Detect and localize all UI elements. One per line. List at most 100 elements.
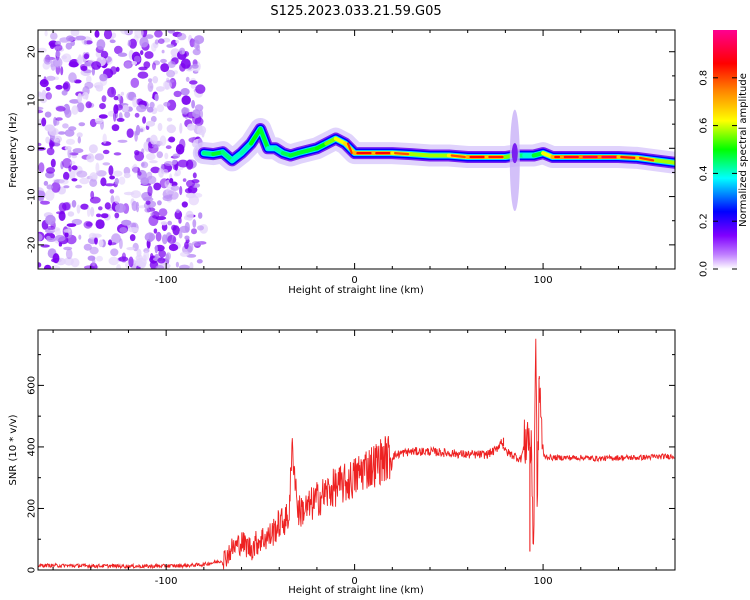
noise-blob bbox=[108, 165, 114, 176]
noise-blob bbox=[44, 111, 52, 118]
noise-blob bbox=[150, 166, 161, 174]
noise-blob bbox=[49, 139, 54, 150]
noise-blob bbox=[149, 101, 155, 109]
noise-blob bbox=[145, 200, 151, 205]
noise-blob bbox=[43, 56, 52, 65]
noise-blob bbox=[157, 200, 162, 206]
noise-blob bbox=[143, 61, 151, 69]
noise-blob bbox=[150, 115, 157, 123]
noise-blob bbox=[114, 212, 120, 219]
noise-blob bbox=[166, 69, 176, 78]
noise-blob bbox=[55, 84, 63, 90]
noise-blob bbox=[72, 148, 84, 154]
noise-blob bbox=[94, 30, 100, 38]
noise-blob bbox=[167, 30, 175, 34]
noise-blob bbox=[133, 55, 141, 63]
noise-blob bbox=[113, 170, 123, 177]
noise-blob bbox=[43, 180, 49, 186]
noise-blob bbox=[184, 188, 193, 194]
noise-blob bbox=[61, 90, 68, 96]
snr-frame bbox=[37, 329, 676, 571]
noise-blob bbox=[67, 211, 75, 217]
x-tick-label: 0 bbox=[351, 576, 357, 587]
noise-blob bbox=[186, 254, 197, 258]
noise-blob bbox=[45, 92, 52, 100]
noise-blob bbox=[177, 32, 187, 41]
noise-blob bbox=[154, 93, 159, 102]
noise-blob bbox=[147, 81, 154, 93]
noise-blob bbox=[123, 191, 135, 196]
noise-blob bbox=[192, 48, 201, 56]
noise-blob bbox=[38, 109, 44, 114]
noise-blob bbox=[88, 144, 98, 154]
noise-blob bbox=[71, 178, 78, 182]
noise-blob bbox=[64, 129, 75, 137]
noise-blob bbox=[76, 102, 85, 113]
noise-blob bbox=[62, 171, 70, 181]
noise-blob bbox=[146, 153, 156, 161]
noise-blob bbox=[130, 77, 140, 88]
noise-blob bbox=[118, 176, 126, 185]
noise-blob bbox=[86, 154, 95, 163]
noise-blob bbox=[117, 52, 128, 57]
noise-blob bbox=[75, 184, 83, 189]
noise-blob bbox=[107, 242, 117, 246]
noise-blob bbox=[192, 172, 197, 179]
noise-blob bbox=[77, 93, 83, 103]
noise-blob bbox=[65, 42, 73, 50]
noise-blob bbox=[139, 128, 144, 133]
noise-blob bbox=[100, 50, 109, 59]
noise-blob bbox=[113, 95, 119, 101]
noise-blob bbox=[161, 234, 168, 245]
noise-blob bbox=[167, 234, 177, 244]
noise-blob bbox=[156, 104, 165, 113]
noise-blob bbox=[38, 142, 42, 147]
noise-blob bbox=[149, 160, 158, 164]
noise-blob bbox=[169, 178, 174, 184]
noise-blob bbox=[121, 252, 126, 261]
noise-blob bbox=[119, 227, 128, 233]
noise-blob bbox=[103, 30, 113, 40]
noise-blob bbox=[196, 125, 207, 136]
noise-blob bbox=[145, 34, 154, 39]
noise-blob bbox=[68, 165, 72, 172]
noise-blob bbox=[196, 259, 203, 264]
noise-blob bbox=[65, 138, 76, 145]
ridge-core bbox=[620, 155, 636, 159]
noise-blob bbox=[98, 206, 103, 211]
noise-blob bbox=[96, 39, 106, 50]
noise-blob bbox=[192, 192, 203, 198]
noise-blob bbox=[44, 124, 55, 132]
noise-blob bbox=[148, 78, 153, 83]
noise-blob bbox=[83, 53, 90, 60]
noise-blob bbox=[45, 214, 56, 225]
noise-blob bbox=[38, 262, 42, 268]
noise-blob bbox=[191, 241, 202, 246]
noise-blob bbox=[94, 153, 105, 161]
noise-blob bbox=[57, 131, 66, 135]
noise-blob bbox=[173, 90, 182, 98]
noise-blob bbox=[45, 167, 56, 174]
noise-blob bbox=[178, 217, 182, 224]
noise-blob bbox=[185, 76, 190, 82]
noise-blob bbox=[172, 153, 181, 159]
noise-blob bbox=[128, 227, 139, 233]
noise-blob bbox=[46, 184, 54, 190]
noise-blob bbox=[175, 39, 179, 44]
x-tick-label: 100 bbox=[534, 576, 553, 587]
noise-blob bbox=[54, 234, 66, 242]
noise-blob bbox=[113, 111, 117, 122]
ridge-segment bbox=[239, 141, 253, 156]
noise-blob bbox=[115, 104, 123, 111]
noise-blob bbox=[108, 256, 119, 266]
noise-blob bbox=[159, 135, 167, 146]
noise-blob bbox=[155, 265, 165, 269]
spectrogram-y-label: Frequency (Hz) bbox=[8, 112, 19, 188]
x-tick-label: -100 bbox=[155, 275, 178, 286]
colorbar-tick-label: 0.4 bbox=[699, 165, 710, 181]
noise-blob bbox=[116, 117, 125, 122]
noise-blob bbox=[134, 112, 140, 118]
noise-blob bbox=[191, 63, 199, 69]
noise-blob bbox=[184, 221, 190, 233]
